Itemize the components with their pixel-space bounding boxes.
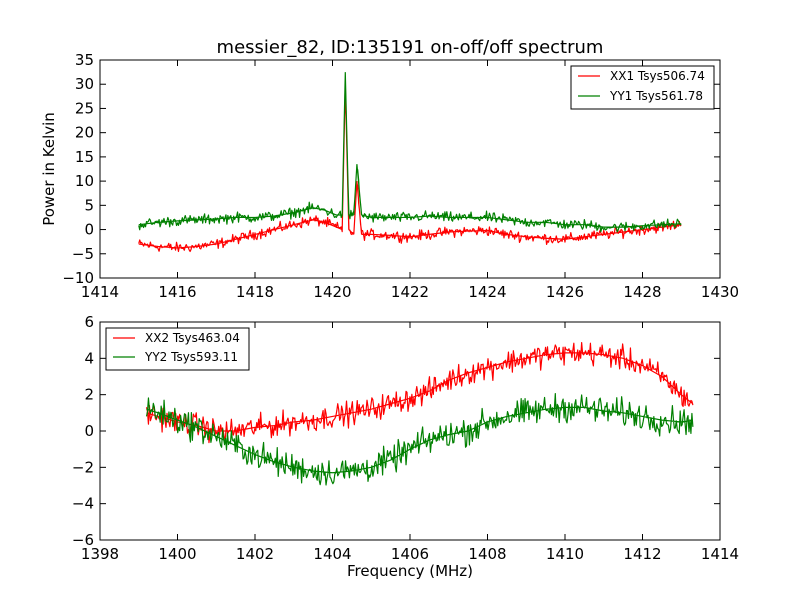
series-line-xx1 (138, 84, 682, 253)
y-tick-label: 25 (75, 99, 94, 117)
x-tick-label: 1426 (546, 283, 584, 301)
x-tick-label: 1430 (701, 283, 739, 301)
y-tick-label: 2 (84, 386, 94, 404)
legend-label-xx1: XX1 Tsys506.74 (610, 69, 705, 83)
y-tick-label: 0 (84, 221, 94, 239)
top-plot-lines (138, 72, 682, 253)
y-tick-label: −2 (72, 458, 94, 476)
x-tick-label: 1416 (158, 283, 196, 301)
x-tick-label: 1400 (158, 545, 196, 563)
y-tick-label: −10 (62, 269, 94, 287)
bottom-axis-ticks: 1398 1400 1402 1404 1406 1408 1410 1412 1414 −6 −4… (72, 313, 739, 563)
x-tick-label: 1414 (701, 545, 739, 563)
series-line-yy2 (145, 392, 694, 486)
x-tick-label: 1418 (236, 283, 274, 301)
bottom-legend-box (105, 327, 250, 371)
y-tick-label: 6 (84, 313, 94, 331)
legend-label-yy2: YY2 Tsys593.11 (144, 350, 238, 364)
x-tick-label: 1402 (236, 545, 274, 563)
x-tick-label: 1410 (546, 545, 584, 563)
x-tick-label: 1398 (81, 545, 119, 563)
top-spectrum-panel: 1414 1416 1418 1420 1422 1424 1426 1428 1430 −10 −… (40, 51, 739, 301)
x-tick-label: 1406 (391, 545, 429, 563)
bottom-x-axis-label: Frequency (MHz) (347, 562, 473, 580)
legend-label-xx2: XX2 Tsys463.04 (145, 331, 240, 345)
bottom-legend: XX2 Tsys463.04 YY2 Tsys593.11 (105, 327, 250, 371)
x-tick-label: 1414 (81, 283, 119, 301)
top-legend-box (570, 65, 715, 110)
x-tick-label: 1420 (313, 283, 351, 301)
x-tick-label: 1428 (623, 283, 661, 301)
top-axis-ticks: 1414 1416 1418 1420 1422 1424 1426 1428 1430 −10 −… (62, 51, 739, 301)
y-tick-label: 5 (84, 196, 94, 214)
y-tick-label: 4 (84, 349, 94, 367)
bottom-spectrum-panel: 1398 1400 1402 1404 1406 1408 1410 1412 1414 −6 −4… (72, 313, 739, 580)
chart-title: messier_82, ID:135191 on-off/off spectru… (217, 37, 604, 58)
y-tick-label: 0 (84, 422, 94, 440)
x-tick-label: 1404 (313, 545, 351, 563)
y-tick-label: 15 (75, 148, 94, 166)
y-tick-label: −4 (72, 495, 94, 513)
top-legend: XX1 Tsys506.74 YY1 Tsys561.78 (570, 65, 715, 110)
x-tick-label: 1422 (391, 283, 429, 301)
series-line-yy1 (138, 72, 682, 233)
x-tick-label: 1408 (468, 545, 506, 563)
top-y-axis-label: Power in Kelvin (40, 112, 58, 226)
x-tick-label: 1424 (468, 283, 506, 301)
y-tick-label: 35 (75, 51, 94, 69)
y-tick-label: −6 (72, 531, 94, 549)
bottom-plot-lines (145, 341, 694, 486)
y-tick-label: 10 (75, 172, 94, 190)
legend-label-yy1: YY1 Tsys561.78 (609, 89, 703, 103)
y-tick-label: 30 (75, 75, 94, 93)
x-tick-label: 1412 (623, 545, 661, 563)
y-tick-label: 20 (75, 124, 94, 142)
y-tick-label: −5 (72, 245, 94, 263)
